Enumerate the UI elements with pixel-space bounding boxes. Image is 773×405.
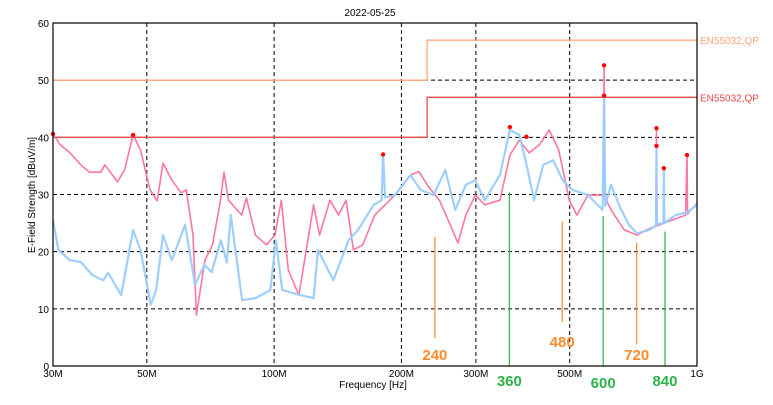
peak-marker <box>380 152 386 157</box>
annotation-label: 360 <box>497 373 522 390</box>
peak-marker <box>661 166 667 171</box>
chart-title: 2022-05-25 <box>344 8 396 19</box>
limit-lines: EN55032,QP EN55032,QP <box>53 36 759 138</box>
peak-marker <box>684 152 690 158</box>
annotation-label: 600 <box>591 375 616 392</box>
peak-marker <box>601 63 607 68</box>
x-tick-label: 30M <box>43 369 62 380</box>
y-tick-label: 50 <box>38 76 50 87</box>
peak-marker <box>507 124 513 130</box>
x-tick-label: 300M <box>463 369 488 380</box>
peak-marker <box>130 132 136 138</box>
limit-line <box>53 96 697 138</box>
x-tick-label: 500M <box>557 369 582 380</box>
peak-marker <box>601 93 607 98</box>
limit-label: EN55032,QP <box>700 36 759 47</box>
y-tick-label: 40 <box>38 133 50 144</box>
annotation-label: 480 <box>550 334 575 351</box>
series-line <box>51 94 698 306</box>
x-axis-label: Frequency [Hz] <box>339 380 407 391</box>
peak-marker <box>524 134 529 139</box>
peak-marker <box>654 143 659 149</box>
annotation-label: 720 <box>624 347 649 364</box>
series-line <box>52 64 698 316</box>
limit-line <box>53 39 697 81</box>
plot-frame <box>52 22 698 367</box>
x-tick-label: 200M <box>389 369 414 380</box>
x-tick-label: 1G <box>690 369 704 380</box>
series-traces <box>51 64 698 316</box>
x-tick-label: 50M <box>137 369 156 380</box>
y-tick-label: 0 <box>43 362 49 373</box>
annotation-label: 840 <box>652 373 677 390</box>
peak-markers <box>50 63 690 171</box>
limit-label: EN55032,QP <box>700 93 759 104</box>
annotation-label: 240 <box>422 347 447 364</box>
y-tick-label: 10 <box>38 305 50 316</box>
axis-ticks: 30M 50M 100M 200M 300M 500M 1G 0 10 20 30 40 50 60 <box>38 19 704 380</box>
y-tick-label: 60 <box>38 19 50 30</box>
x-tick-label: 100M <box>262 369 287 380</box>
y-tick-label: 20 <box>38 248 50 259</box>
y-axis-label: E-Field Strength [dBuV/m] <box>27 137 38 253</box>
y-tick-label: 30 <box>38 191 50 202</box>
peak-marker <box>654 125 659 131</box>
